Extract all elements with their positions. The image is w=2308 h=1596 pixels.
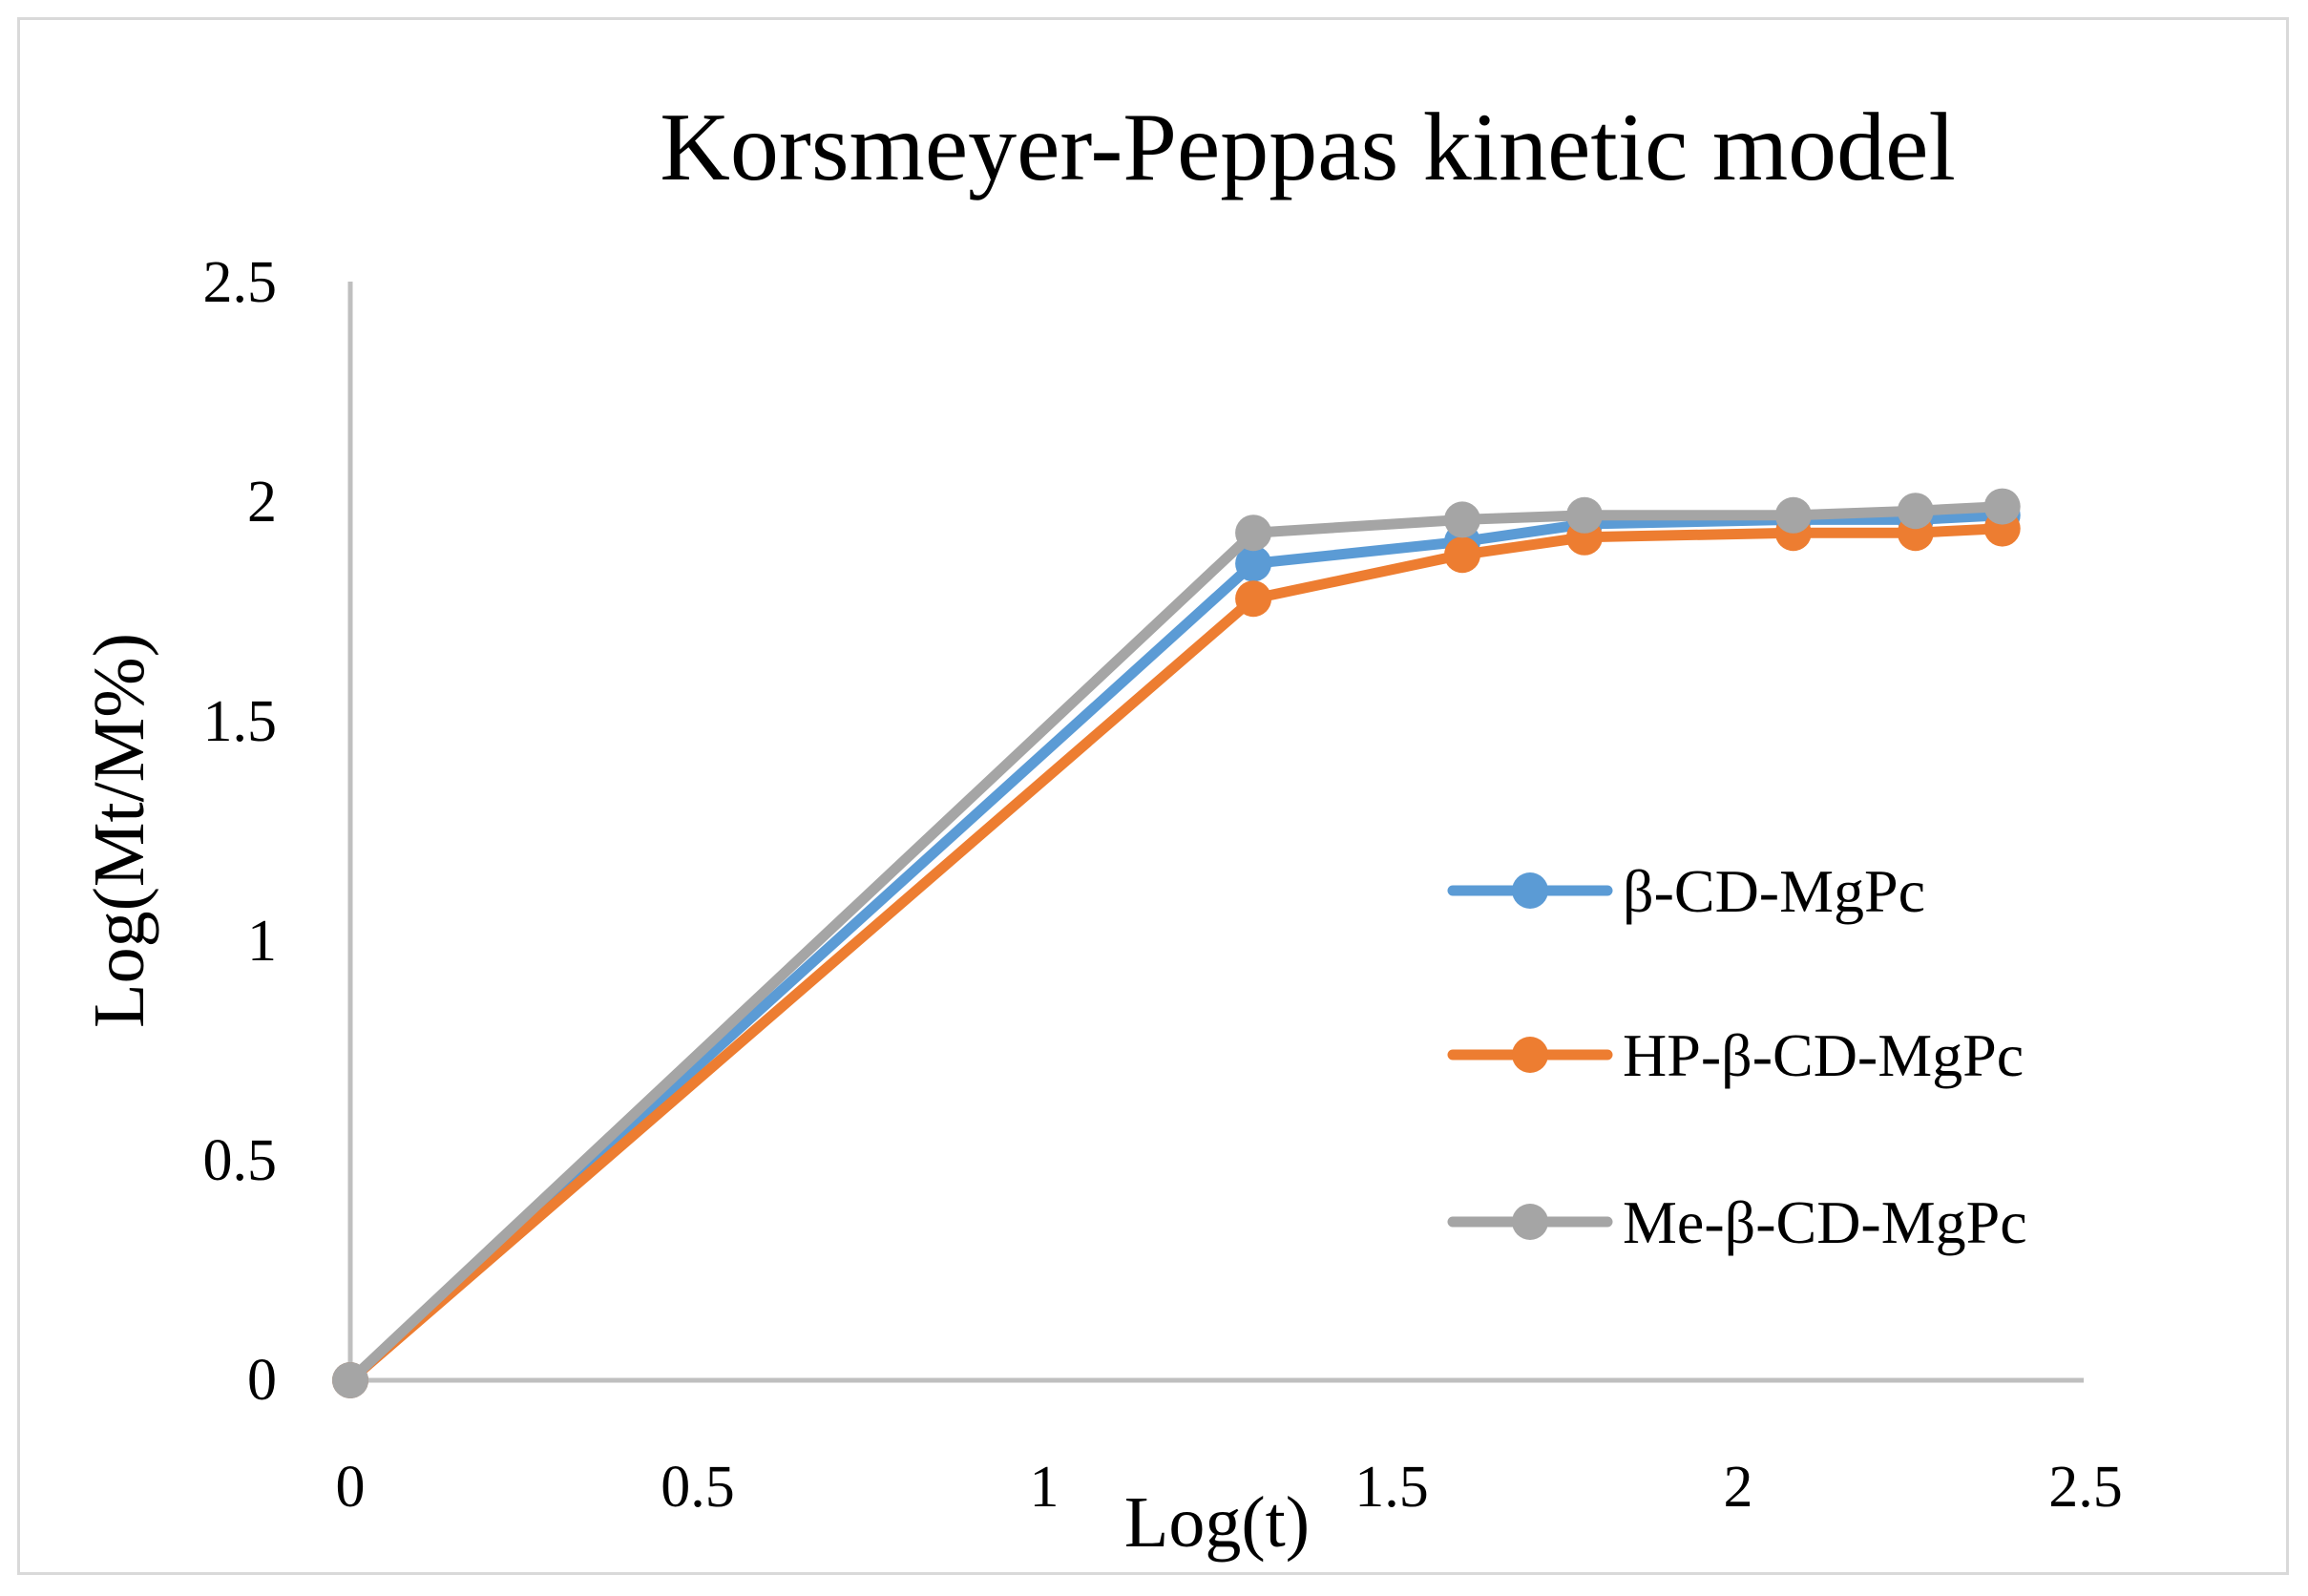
x-tick-label: 2.5 <box>2048 1455 2123 1520</box>
data-point <box>1235 545 1272 582</box>
chart-title: Korsmeyer-Peppas kinetic model <box>660 94 1956 201</box>
y-tick-label: 2.5 <box>203 250 278 315</box>
y-tick-labels: 0 0.5 1 1.5 2 2.5 <box>203 250 278 1413</box>
x-tick-label: 2 <box>1724 1455 1753 1520</box>
legend-swatch-marker <box>1512 1204 1548 1240</box>
legend-swatch-marker <box>1512 872 1548 909</box>
legend-label: HP-β-CD-MgPc <box>1623 1021 2024 1089</box>
data-point <box>1566 496 1603 534</box>
x-tick-label: 1 <box>1030 1455 1060 1520</box>
x-tick-label: 1.5 <box>1354 1455 1429 1520</box>
y-axis-label: Log(Mt/M%) <box>79 633 159 1028</box>
data-point <box>1983 488 2021 525</box>
data-point <box>1897 493 1934 530</box>
y-tick-label: 2 <box>247 470 277 535</box>
y-tick-label: 0 <box>247 1348 277 1413</box>
legend-label: β-CD-MgPc <box>1623 857 1925 925</box>
legend-item: Me-β-CD-MgPc <box>1447 1188 2027 1256</box>
legend-item: β-CD-MgPc <box>1447 857 1925 925</box>
x-axis-label: Log(t) <box>1124 1482 1310 1563</box>
data-point <box>1774 496 1812 534</box>
x-tick-label: 0.5 <box>661 1455 735 1520</box>
data-point <box>1235 514 1272 552</box>
x-tick-labels: 0 0.5 1 1.5 2 2.5 <box>336 1455 2123 1520</box>
legend-label: Me-β-CD-MgPc <box>1623 1188 2027 1256</box>
x-tick-label: 0 <box>336 1455 366 1520</box>
y-tick-label: 1.5 <box>203 689 278 754</box>
data-point <box>332 1362 368 1398</box>
y-tick-label: 0.5 <box>203 1128 278 1193</box>
chart-frame <box>17 17 2289 1575</box>
legend-item: HP-β-CD-MgPc <box>1447 1021 2024 1089</box>
series-layer <box>332 488 2021 1398</box>
data-point <box>1444 501 1480 538</box>
y-tick-label: 1 <box>247 909 277 974</box>
data-point <box>1444 536 1480 574</box>
legend: β-CD-MgPc HP-β-CD-MgPc Me-β-CD-MgPc <box>1447 857 2027 1256</box>
legend-swatch-marker <box>1512 1037 1548 1073</box>
data-point <box>1235 580 1272 618</box>
